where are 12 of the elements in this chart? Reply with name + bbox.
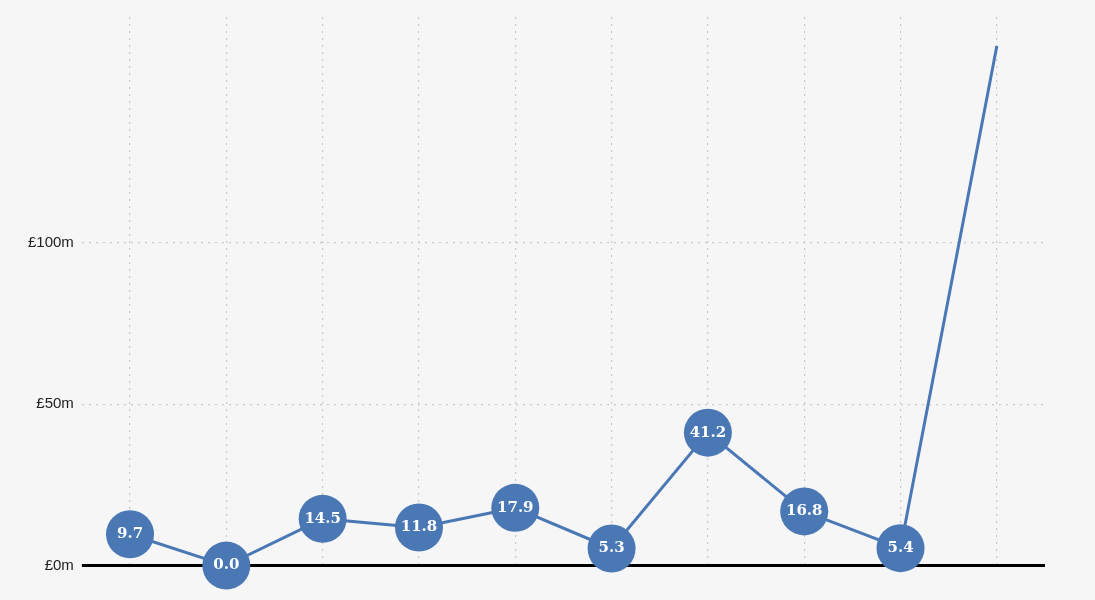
data-label: 5.3 xyxy=(598,538,625,557)
data-label: 17.9 xyxy=(497,497,534,516)
data-label: 14.5 xyxy=(304,508,341,527)
data-label: 9.7 xyxy=(116,524,144,543)
data-label: 16.8 xyxy=(785,501,823,520)
y-tick-label: £50m xyxy=(36,394,74,412)
data-label: 0.0 xyxy=(213,555,240,574)
y-tick-label: £100m xyxy=(27,233,74,251)
data-label: 41.2 xyxy=(689,422,727,441)
data-label: 11.8 xyxy=(400,517,438,536)
data-label: 5.4 xyxy=(887,538,914,557)
y-tick-label: £0m xyxy=(44,555,74,573)
